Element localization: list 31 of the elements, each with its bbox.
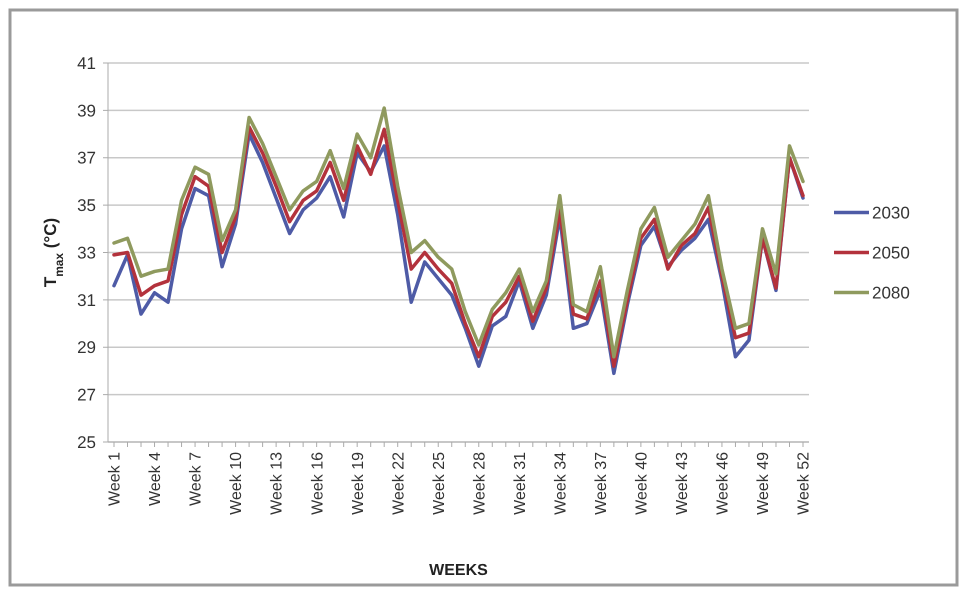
y-tick-label: 27 [77, 386, 96, 405]
x-tick-label: Week 19 [350, 452, 367, 515]
y-tick-label: 31 [77, 290, 96, 310]
legend-label: 2050 [872, 243, 910, 262]
x-tick-label: Week 52 [796, 452, 813, 515]
x-tick-label: Week 40 [633, 452, 650, 515]
x-tick-label: Week 37 [592, 452, 610, 515]
x-tick-label: Week 34 [552, 452, 570, 515]
x-tick-label: Week 10 [228, 452, 246, 515]
y-tick-label: 35 [77, 196, 96, 216]
x-tick-label: Week 49 [755, 452, 772, 515]
x-axis-title: WEEKS [429, 562, 488, 579]
y-tick-label: 29 [77, 338, 96, 358]
y-tick-label: 41 [77, 54, 96, 73]
y-tick-label: 33 [77, 243, 96, 262]
x-tick-label: Week 46 [714, 452, 732, 515]
legend-label: 2030 [872, 203, 910, 222]
x-tick-label: Week 25 [430, 452, 448, 515]
y-tick-label: 39 [77, 101, 96, 120]
x-tick-label: Week 7 [188, 452, 205, 506]
x-tick-label: Week 43 [674, 452, 692, 515]
x-tick-label: Week 1 [106, 452, 124, 506]
legend-label: 2080 [872, 283, 910, 302]
x-tick-label: Week 4 [147, 452, 164, 506]
x-tick-label: Week 13 [268, 452, 286, 515]
x-tick-label: Week 28 [471, 452, 488, 515]
x-tick-label: Week 22 [390, 452, 408, 515]
y-tick-label: 25 [77, 432, 96, 452]
x-tick-label: Week 31 [512, 452, 529, 515]
y-tick-label: 37 [77, 148, 96, 168]
x-tick-label: Week 16 [309, 452, 326, 515]
